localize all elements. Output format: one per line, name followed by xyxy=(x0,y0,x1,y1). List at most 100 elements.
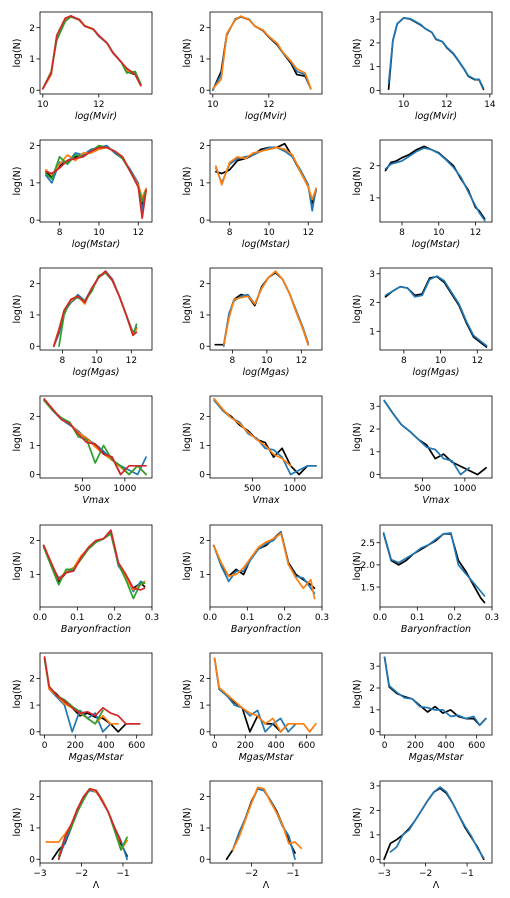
series-line-orange xyxy=(211,15,312,90)
x-tick-label: 10 xyxy=(261,356,273,366)
x-tick-label: −3 xyxy=(33,869,46,879)
y-axis-label: log(N) xyxy=(182,166,193,195)
x-tick-label: 10 xyxy=(207,100,219,110)
y-tick-label: 1 xyxy=(369,448,375,458)
plot-frame xyxy=(209,652,323,736)
x-tick-label: 600 xyxy=(128,741,145,751)
x-tick-label: 10 xyxy=(433,228,445,238)
x-axis-label: Vmax xyxy=(422,495,450,506)
x-axis-label: log(Mvir) xyxy=(75,111,117,122)
series-line-orange xyxy=(212,532,316,600)
series-line-black xyxy=(383,399,487,476)
plot-frame xyxy=(379,11,493,95)
y-tick-label: 1 xyxy=(369,706,375,716)
plot-frame xyxy=(209,139,323,223)
y-tick-label: 3 xyxy=(369,782,375,792)
x-tick-label: 8 xyxy=(399,228,405,238)
chart-panel: 0 200 400 600 0 1 2 Mgas/Mstar log(N) xyxy=(182,652,323,763)
series-line-orange xyxy=(213,657,317,733)
y-axis-label: log(N) xyxy=(182,38,193,67)
series-line-red xyxy=(43,398,147,476)
series-line-blue xyxy=(43,657,112,733)
series-line-orange xyxy=(41,15,142,90)
y-tick-label: 1 xyxy=(29,701,35,711)
y-axis-label: log(N) xyxy=(12,422,23,451)
x-axis-label: Λ xyxy=(263,880,270,891)
y-tick-label: 2 xyxy=(29,24,35,34)
series-line-black xyxy=(225,787,296,861)
series-line-black xyxy=(387,17,485,91)
x-axis-label: log(Mvir) xyxy=(415,111,457,122)
y-tick-label: 2 xyxy=(199,537,205,547)
series-line-black xyxy=(382,533,486,604)
y-axis-label: log(N) xyxy=(352,807,363,836)
series-line-red xyxy=(45,146,147,220)
y-tick-label: 0 xyxy=(29,728,35,738)
y-tick-label: 1 xyxy=(199,179,205,189)
y-axis-label: log(N) xyxy=(352,294,363,323)
x-axis-label: Mgas/Mstar xyxy=(69,752,125,763)
y-tick-label: 2 xyxy=(369,162,375,172)
x-axis-label: log(Mgas) xyxy=(73,367,120,378)
y-tick-label: 1 xyxy=(29,55,35,65)
y-tick-label: 1.5 xyxy=(361,583,375,593)
x-tick-label: 200 xyxy=(67,741,84,751)
plot-frame xyxy=(379,524,493,608)
y-tick-label: 2 xyxy=(199,280,205,290)
x-tick-label: 1000 xyxy=(283,484,306,494)
x-axis-label: Λ xyxy=(433,880,440,891)
x-tick-label: 500 xyxy=(74,484,91,494)
y-axis-label: log(N) xyxy=(12,38,23,67)
y-tick-label: 1 xyxy=(199,55,205,65)
y-tick-label: 1 xyxy=(199,571,205,581)
series-line-red xyxy=(41,14,142,90)
y-tick-label: 2 xyxy=(29,537,35,547)
plot-frame xyxy=(39,11,153,95)
series-line-red xyxy=(57,787,122,861)
series-line-blue xyxy=(213,657,297,733)
series-line-blue xyxy=(387,17,485,89)
chart-panel: 0.0 0.1 0.2 0.3 1 2 Baryonfraction log(N) xyxy=(182,524,329,635)
x-tick-label: 0.1 xyxy=(410,613,424,623)
plot-frame xyxy=(379,139,493,223)
y-tick-label: 1 xyxy=(29,442,35,452)
plot-frame xyxy=(209,11,323,95)
y-tick-label: 2 xyxy=(369,425,375,435)
y-axis-label: log(N) xyxy=(352,422,363,451)
plot-frame xyxy=(209,267,323,351)
x-tick-label: 12 xyxy=(441,100,452,110)
y-tick-label: 1 xyxy=(369,63,375,73)
y-tick-label: 0 xyxy=(29,86,35,96)
y-tick-label: 1 xyxy=(369,831,375,841)
plot-frame xyxy=(39,652,153,736)
series-line-black xyxy=(45,146,147,207)
y-tick-label: 2 xyxy=(29,675,35,685)
x-tick-label: 12 xyxy=(296,356,307,366)
y-tick-label: 0 xyxy=(29,342,35,352)
y-tick-label: 0 xyxy=(29,216,35,226)
series-line-orange xyxy=(45,787,128,851)
y-tick-label: 1 xyxy=(199,442,205,452)
x-axis-label: log(Mgas) xyxy=(243,367,290,378)
y-tick-label: 1 xyxy=(199,701,205,711)
series-line-blue xyxy=(383,656,487,727)
series-line-blue xyxy=(231,787,296,861)
x-tick-label: −2 xyxy=(75,869,88,879)
x-tick-label: 400 xyxy=(97,741,114,751)
series-line-black xyxy=(211,15,312,92)
y-axis-label: log(N) xyxy=(12,166,23,195)
y-tick-label: 2 xyxy=(369,299,375,309)
chart-panel: 500 1000 0 1 2 3 Vmax log(N) xyxy=(352,395,493,506)
y-axis-label: log(N) xyxy=(12,294,23,323)
plot-frame xyxy=(39,780,153,864)
series-line-blue xyxy=(213,399,317,476)
x-tick-label: −2 xyxy=(245,869,258,879)
chart-panel: 0 200 400 600 0 1 2 3 Mgas/Mstar log(N) xyxy=(352,652,493,763)
x-tick-label: 12 xyxy=(470,228,481,238)
series-line-orange xyxy=(231,786,303,851)
chart-panel: 0 200 400 600 0 1 2 Mgas/Mstar log(N) xyxy=(12,652,153,763)
